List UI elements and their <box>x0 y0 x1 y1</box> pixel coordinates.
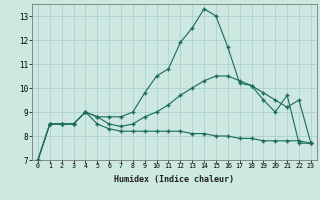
X-axis label: Humidex (Indice chaleur): Humidex (Indice chaleur) <box>115 175 234 184</box>
